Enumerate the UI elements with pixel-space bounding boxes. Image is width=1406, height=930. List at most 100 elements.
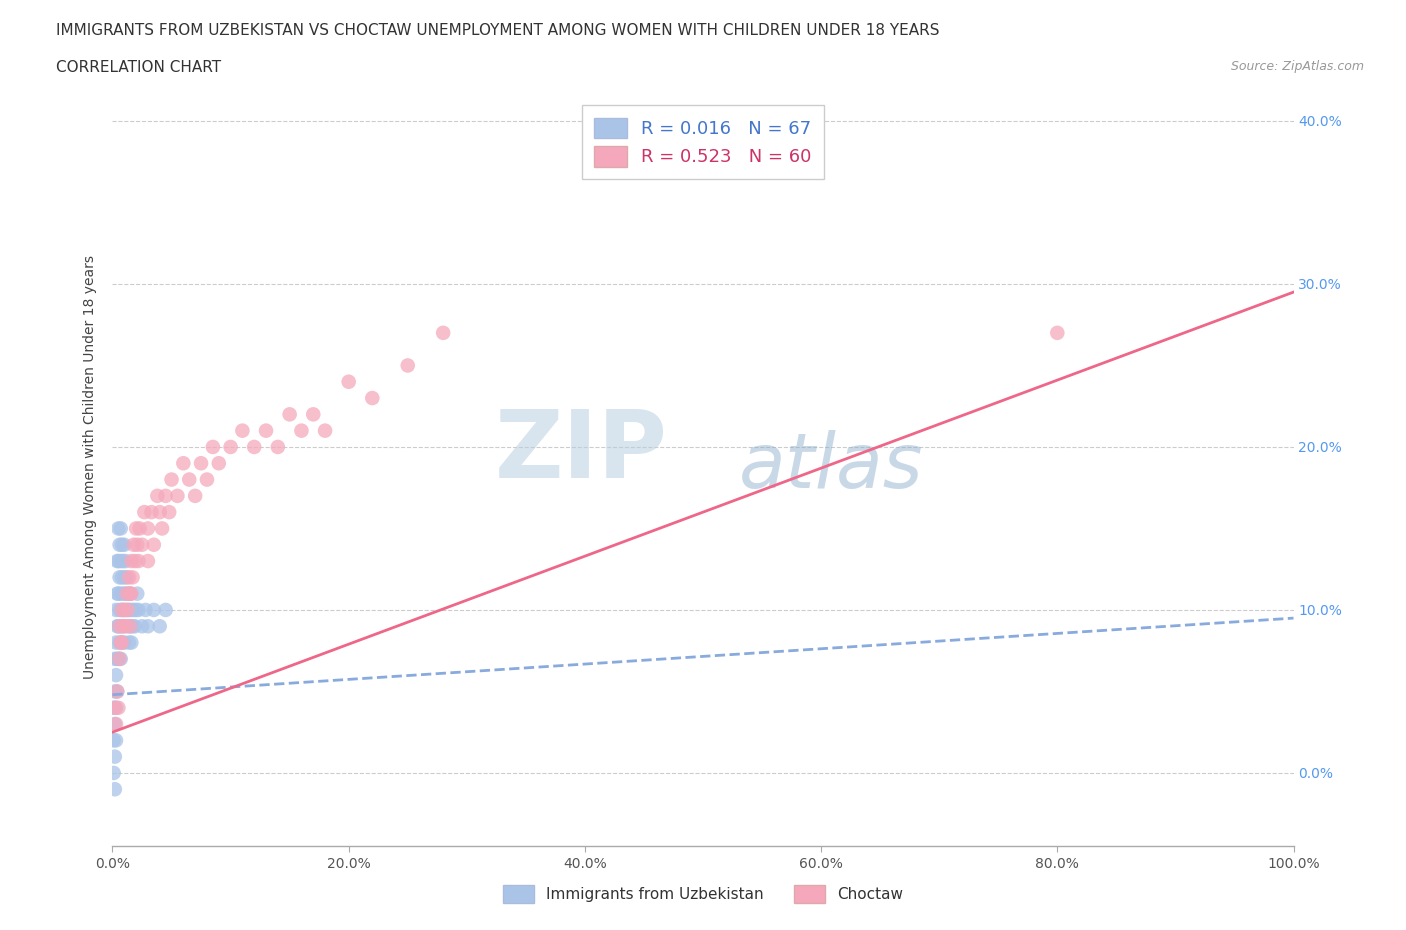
- Point: [110, 635, 132, 650]
- Point: [120, 586, 142, 601]
- Point: [160, 472, 183, 487]
- Point: [108, 618, 131, 633]
- Point: [104, 750, 127, 764]
- Point: [103, 765, 125, 780]
- Point: [120, 603, 142, 618]
- Point: [108, 570, 131, 585]
- Point: [149, 505, 172, 520]
- Point: [118, 635, 141, 650]
- Point: [105, 586, 128, 601]
- Point: [122, 538, 145, 552]
- Point: [111, 570, 134, 585]
- Point: [105, 700, 128, 715]
- Point: [110, 618, 132, 633]
- Point: [118, 570, 141, 585]
- Point: [108, 651, 131, 666]
- Point: [110, 586, 132, 601]
- Point: [172, 456, 194, 471]
- Point: [104, 684, 127, 698]
- Point: [112, 618, 135, 633]
- Point: [112, 570, 135, 585]
- Point: [124, 553, 146, 568]
- Point: [115, 570, 138, 585]
- Point: [219, 440, 242, 455]
- Point: [115, 603, 138, 618]
- Point: [134, 505, 156, 520]
- Point: [166, 488, 188, 503]
- Point: [111, 603, 134, 618]
- Point: [127, 603, 149, 618]
- Point: [127, 538, 149, 552]
- Point: [136, 553, 159, 568]
- Text: IMMIGRANTS FROM UZBEKISTAN VS CHOCTAW UNEMPLOYMENT AMONG WOMEN WITH CHILDREN UND: IMMIGRANTS FROM UZBEKISTAN VS CHOCTAW UN…: [56, 23, 939, 38]
- Point: [110, 553, 132, 568]
- Point: [195, 472, 218, 487]
- Point: [105, 717, 128, 732]
- Point: [142, 538, 165, 552]
- Point: [110, 521, 132, 536]
- Point: [155, 603, 177, 618]
- Y-axis label: Unemployment Among Women with Children Under 18 years: Unemployment Among Women with Children U…: [83, 256, 97, 679]
- Point: [120, 586, 142, 601]
- Point: [108, 538, 131, 552]
- Point: [111, 635, 134, 650]
- Point: [107, 700, 129, 715]
- Point: [127, 553, 149, 568]
- Point: [107, 651, 129, 666]
- Point: [120, 618, 142, 633]
- Point: [184, 488, 207, 503]
- Point: [1046, 326, 1069, 340]
- Point: [127, 586, 149, 601]
- Point: [115, 586, 138, 601]
- Point: [136, 618, 159, 633]
- Point: [254, 423, 277, 438]
- Point: [105, 553, 128, 568]
- Point: [396, 358, 419, 373]
- Point: [110, 651, 132, 666]
- Text: ZIP: ZIP: [495, 406, 668, 498]
- Point: [146, 488, 169, 503]
- Point: [112, 603, 135, 618]
- Point: [120, 586, 142, 601]
- Point: [111, 603, 134, 618]
- Point: [125, 521, 148, 536]
- Point: [107, 521, 129, 536]
- Point: [121, 618, 143, 633]
- Point: [105, 684, 128, 698]
- Point: [103, 700, 125, 715]
- Point: [243, 440, 266, 455]
- Point: [112, 618, 135, 633]
- Point: [149, 618, 172, 633]
- Legend: Immigrants from Uzbekistan, Choctaw: Immigrants from Uzbekistan, Choctaw: [495, 878, 911, 910]
- Point: [105, 733, 128, 748]
- Point: [135, 603, 157, 618]
- Text: Source: ZipAtlas.com: Source: ZipAtlas.com: [1230, 60, 1364, 73]
- Point: [105, 618, 128, 633]
- Point: [114, 618, 136, 633]
- Point: [105, 684, 128, 698]
- Point: [155, 488, 177, 503]
- Text: atlas: atlas: [738, 431, 922, 504]
- Point: [231, 423, 253, 438]
- Point: [117, 618, 139, 633]
- Point: [104, 651, 127, 666]
- Point: [103, 733, 125, 748]
- Point: [314, 423, 336, 438]
- Point: [122, 603, 145, 618]
- Point: [118, 603, 141, 618]
- Point: [121, 570, 143, 585]
- Point: [117, 586, 139, 601]
- Point: [267, 440, 290, 455]
- Point: [104, 782, 127, 797]
- Point: [112, 586, 135, 601]
- Point: [112, 553, 135, 568]
- Point: [278, 407, 301, 422]
- Point: [120, 553, 142, 568]
- Point: [114, 586, 136, 601]
- Point: [105, 668, 128, 683]
- Point: [105, 651, 128, 666]
- Point: [125, 603, 148, 618]
- Point: [136, 521, 159, 536]
- Point: [179, 472, 201, 487]
- Point: [108, 635, 131, 650]
